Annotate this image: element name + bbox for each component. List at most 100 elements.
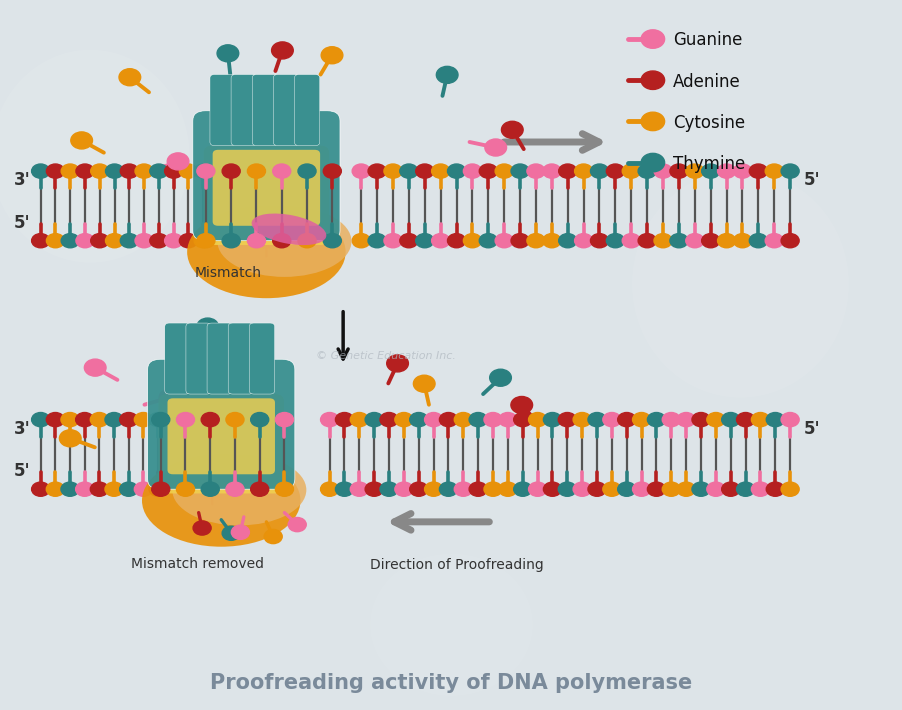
Circle shape <box>721 413 739 427</box>
Circle shape <box>732 164 750 178</box>
Circle shape <box>134 482 152 496</box>
FancyBboxPatch shape <box>159 394 284 493</box>
Circle shape <box>436 66 457 83</box>
Ellipse shape <box>187 206 345 298</box>
Text: Mismatch removed: Mismatch removed <box>131 557 263 571</box>
Circle shape <box>120 234 138 248</box>
Circle shape <box>159 389 180 406</box>
Circle shape <box>400 234 418 248</box>
Circle shape <box>750 482 769 496</box>
Circle shape <box>621 234 640 248</box>
Circle shape <box>513 482 531 496</box>
Circle shape <box>621 164 640 178</box>
FancyBboxPatch shape <box>192 111 339 241</box>
Text: Cytosine: Cytosine <box>672 114 744 132</box>
Circle shape <box>298 164 316 178</box>
Circle shape <box>194 164 212 178</box>
Text: 5': 5' <box>14 214 30 232</box>
Circle shape <box>135 234 153 248</box>
Circle shape <box>275 482 293 496</box>
Circle shape <box>736 482 754 496</box>
Circle shape <box>558 164 576 178</box>
Circle shape <box>527 164 545 178</box>
Circle shape <box>542 164 560 178</box>
Circle shape <box>90 234 108 248</box>
Circle shape <box>463 234 481 248</box>
Circle shape <box>352 234 370 248</box>
Circle shape <box>320 413 338 427</box>
Circle shape <box>463 164 481 178</box>
Circle shape <box>149 482 167 496</box>
Circle shape <box>323 234 341 248</box>
Ellipse shape <box>0 50 189 263</box>
Circle shape <box>617 413 635 427</box>
Circle shape <box>46 164 64 178</box>
Circle shape <box>226 413 244 427</box>
Circle shape <box>653 164 671 178</box>
Circle shape <box>638 164 656 178</box>
Circle shape <box>780 413 798 427</box>
Circle shape <box>557 482 575 496</box>
Circle shape <box>415 234 433 248</box>
Circle shape <box>264 530 282 544</box>
Circle shape <box>32 482 50 496</box>
Circle shape <box>368 164 386 178</box>
Text: 5': 5' <box>803 420 819 438</box>
Circle shape <box>603 413 621 427</box>
FancyBboxPatch shape <box>249 323 274 394</box>
Circle shape <box>380 413 398 427</box>
Circle shape <box>685 164 703 178</box>
Circle shape <box>447 164 465 178</box>
Circle shape <box>558 234 576 248</box>
Circle shape <box>691 482 709 496</box>
Circle shape <box>364 482 382 496</box>
Circle shape <box>272 42 293 59</box>
Circle shape <box>543 413 561 427</box>
Text: Proofreading activity of DNA polymerase: Proofreading activity of DNA polymerase <box>210 673 692 693</box>
Circle shape <box>193 521 211 535</box>
Circle shape <box>135 164 153 178</box>
Circle shape <box>647 413 665 427</box>
Circle shape <box>76 482 94 496</box>
Circle shape <box>32 234 50 248</box>
Circle shape <box>605 234 623 248</box>
Circle shape <box>152 482 170 496</box>
Ellipse shape <box>142 454 300 547</box>
Circle shape <box>120 413 138 427</box>
Circle shape <box>164 234 182 248</box>
Circle shape <box>179 164 198 178</box>
Circle shape <box>501 121 522 138</box>
Circle shape <box>513 413 531 427</box>
Circle shape <box>454 413 472 427</box>
Circle shape <box>150 164 168 178</box>
Circle shape <box>197 234 215 248</box>
Circle shape <box>603 482 621 496</box>
FancyBboxPatch shape <box>209 75 235 146</box>
Text: 3': 3' <box>14 420 31 438</box>
Circle shape <box>61 164 79 178</box>
Circle shape <box>661 413 679 427</box>
Circle shape <box>638 234 656 248</box>
Circle shape <box>780 482 798 496</box>
Circle shape <box>447 234 465 248</box>
Circle shape <box>352 164 370 178</box>
Ellipse shape <box>172 454 306 525</box>
Circle shape <box>511 234 529 248</box>
Circle shape <box>631 482 649 496</box>
Circle shape <box>479 234 497 248</box>
Circle shape <box>511 164 529 178</box>
Circle shape <box>46 234 64 248</box>
Circle shape <box>197 318 218 335</box>
Circle shape <box>706 413 724 427</box>
Circle shape <box>164 164 182 178</box>
Circle shape <box>368 234 386 248</box>
Circle shape <box>32 413 50 427</box>
Circle shape <box>194 234 212 248</box>
Circle shape <box>251 482 269 496</box>
Circle shape <box>120 164 138 178</box>
Circle shape <box>454 482 472 496</box>
Text: 3': 3' <box>14 171 31 190</box>
Ellipse shape <box>370 554 532 696</box>
Circle shape <box>350 413 368 427</box>
Circle shape <box>386 355 408 372</box>
